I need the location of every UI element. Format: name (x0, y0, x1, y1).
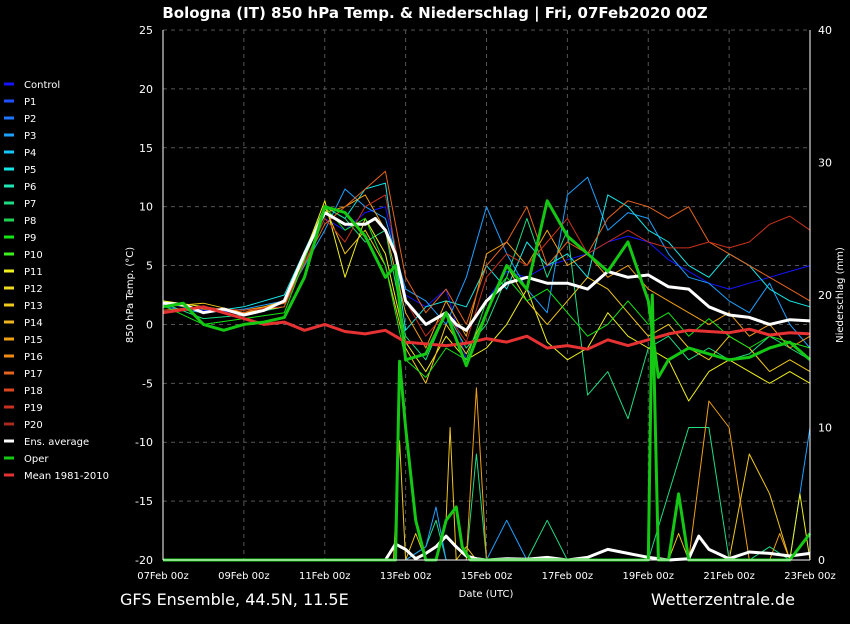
legend-label: P8 (24, 216, 36, 227)
legend-label: P15 (24, 335, 43, 346)
y2-tick-label: 40 (818, 24, 832, 37)
series-line-ens-average (162, 211, 811, 332)
x-tick-label: 11Feb 00z (299, 571, 351, 582)
legend-label: Oper (24, 454, 49, 465)
y-tick-label: 0 (146, 318, 153, 331)
axes: -20 -15 -10 -5 0 5 10 15 20 25 0 10 20 30 40 07Feb 00z 0… (135, 24, 836, 582)
legend-label: P4 (24, 148, 36, 159)
legend-label: P3 (24, 131, 36, 142)
legend-label: P1 (24, 97, 36, 108)
series-line-p9 (162, 206, 811, 378)
x-tick-label: 09Feb 00z (218, 571, 270, 582)
y-axis-label: 850 hPa Temp. (°C) (125, 247, 136, 343)
footer-source: GFS Ensemble, 44.5N, 11.5E (120, 590, 349, 609)
legend-label: P10 (24, 250, 43, 261)
legend-label: P12 (24, 284, 43, 295)
grid (162, 29, 811, 561)
x-tick-label: 15Feb 00z (461, 571, 513, 582)
y-tick-label: 10 (139, 201, 153, 214)
legend-label: P13 (24, 301, 43, 312)
x-tick-label: 23Feb 00z (784, 571, 836, 582)
series-line-p19 (162, 194, 811, 343)
x-tick-label: 21Feb 00z (703, 571, 755, 582)
chart-title: Bologna (IT) 850 hPa Temp. & Niederschla… (162, 4, 707, 23)
legend-label: P9 (24, 233, 36, 244)
y2-tick-label: 0 (818, 554, 825, 567)
legend-label: P20 (24, 420, 43, 431)
legend-label: Control (24, 80, 60, 91)
y-tick-label: -20 (135, 554, 153, 567)
legend-label: P19 (24, 403, 43, 414)
legend-label: P7 (24, 199, 36, 210)
plot-lines (162, 170, 812, 562)
legend-label: P17 (24, 369, 43, 380)
y-tick-label: 5 (146, 260, 153, 273)
y-tick-label: 25 (139, 24, 153, 37)
legend-label: P2 (24, 114, 36, 125)
x-tick-label: 13Feb 00z (380, 571, 432, 582)
x-tick-label: 17Feb 00z (542, 571, 594, 582)
y-tick-label: 15 (139, 142, 153, 155)
y-tick-label: -5 (142, 377, 153, 390)
legend-label: P5 (24, 165, 36, 176)
legend-label: Mean 1981-2010 (24, 471, 109, 482)
y2-tick-label: 10 (818, 422, 832, 435)
legend-label: Ens. average (24, 437, 89, 448)
legend-label: P18 (24, 386, 43, 397)
x-tick-label: 19Feb 00z (622, 571, 674, 582)
y2-tick-label: 20 (818, 289, 832, 302)
legend-label: P16 (24, 352, 43, 363)
y2-axis-label: Niederschlag (mm) (835, 247, 846, 343)
footer-brand: Wetterzentrale.de (651, 590, 795, 609)
legend-label: P6 (24, 182, 36, 193)
legend-label: P11 (24, 267, 43, 278)
x-tick-label: 07Feb 00z (137, 571, 189, 582)
legend: Control P1 P2 P3 P4 P5 P6 P7 P8 P9 P10 P11 P12 P13 P14… (4, 80, 109, 482)
legend-label: P14 (24, 318, 43, 329)
series-line-oper (162, 199, 811, 379)
series-line-mean-1981-2010 (162, 305, 811, 351)
series-line-p17 (162, 170, 811, 325)
y-tick-label: -15 (135, 495, 153, 508)
y-tick-label: -10 (135, 436, 153, 449)
x-axis-label: Date (UTC) (459, 589, 514, 600)
y2-tick-label: 30 (818, 157, 832, 170)
y-tick-label: 20 (139, 83, 153, 96)
